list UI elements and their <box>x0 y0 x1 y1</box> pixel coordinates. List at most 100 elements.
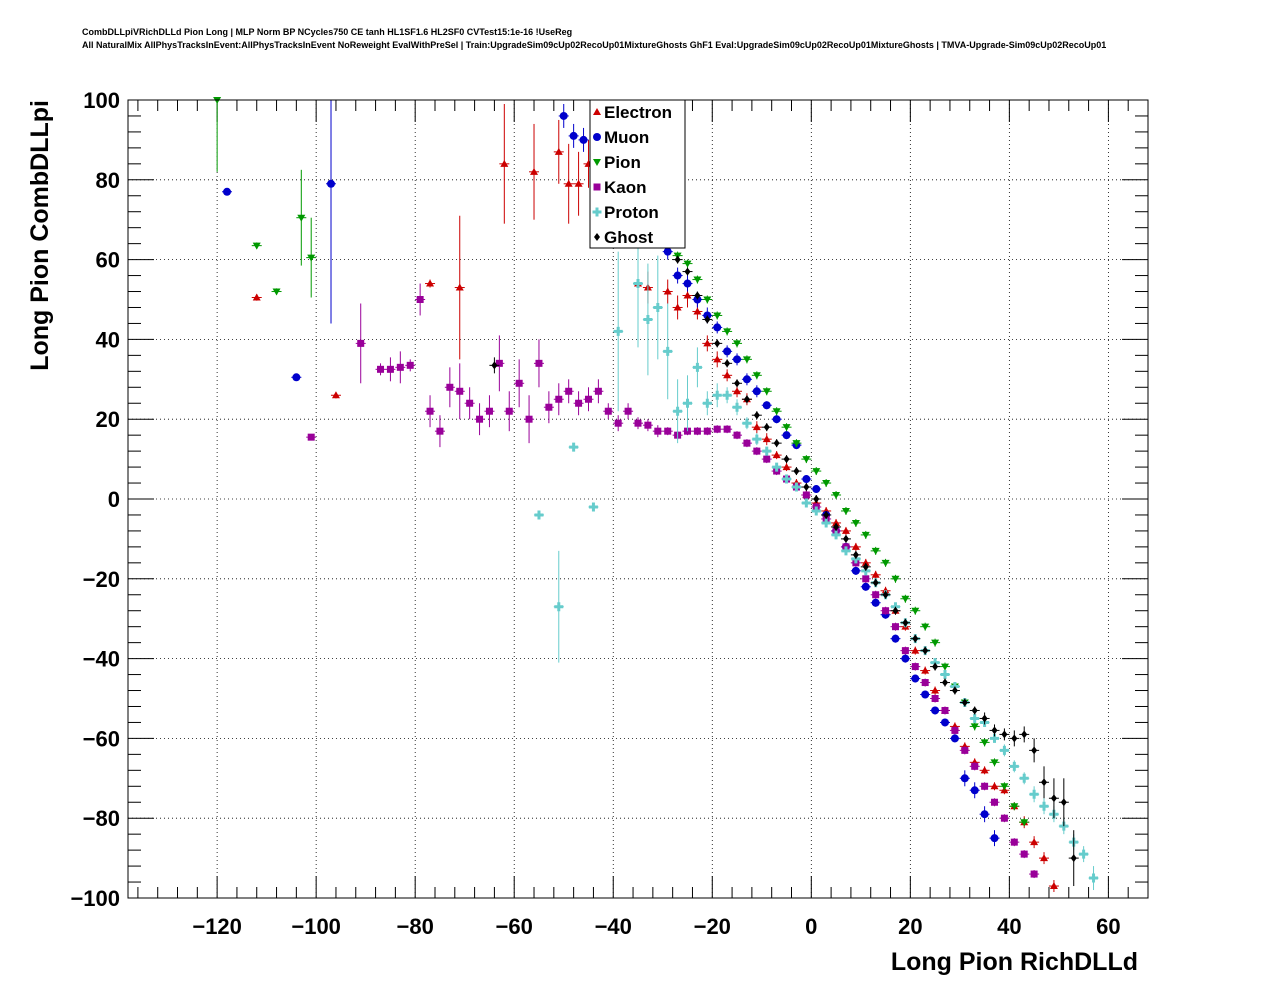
electron-point <box>771 451 782 460</box>
proton-point <box>692 347 703 388</box>
proton-point <box>662 303 673 400</box>
ghost-point <box>890 606 901 615</box>
muon-point <box>222 187 233 196</box>
marker <box>881 559 890 567</box>
marker <box>733 340 742 348</box>
y-tick-labels: −100 −80 −60 −40 −20 0 20 40 60 80 100 <box>70 88 120 911</box>
ghost-point <box>989 724 1000 737</box>
marker <box>604 407 612 415</box>
muon-point <box>969 782 980 799</box>
kaon-point <box>553 383 564 416</box>
electron-point <box>761 433 772 446</box>
marker <box>851 519 860 527</box>
ghost-point <box>1068 830 1079 887</box>
electron-point <box>870 570 881 579</box>
marker <box>911 674 920 683</box>
legend-label: Proton <box>604 203 659 222</box>
muon-point <box>900 654 911 663</box>
ghost-point <box>969 706 980 715</box>
marker <box>763 455 771 463</box>
pion-point <box>979 738 990 747</box>
pion-point <box>271 288 282 296</box>
pion-point <box>722 327 733 336</box>
marker <box>871 598 880 607</box>
legend-item-kaon: Kaon <box>593 178 647 197</box>
marker <box>782 474 792 484</box>
marker <box>1050 794 1057 803</box>
proton-point <box>771 462 782 472</box>
ghost-point <box>741 395 752 404</box>
ghost-point <box>771 439 782 448</box>
kaon-point <box>524 395 535 444</box>
series-ghost <box>489 255 1079 887</box>
kaon-point <box>593 379 604 404</box>
legend-item-pion: Pion <box>593 153 641 172</box>
kaon-point <box>920 678 931 687</box>
pion-point <box>751 371 762 380</box>
ghost-point <box>1058 778 1069 827</box>
marker <box>396 363 404 371</box>
marker <box>673 303 682 311</box>
muon-point <box>722 345 733 358</box>
pion-point <box>860 530 871 539</box>
marker <box>357 339 365 347</box>
marker <box>971 762 979 770</box>
marker <box>569 442 579 452</box>
ghost-point <box>1048 778 1059 819</box>
ghost-point <box>850 550 861 559</box>
ghost-point <box>979 712 990 725</box>
marker <box>1021 730 1028 739</box>
kaon-point <box>880 606 891 615</box>
marker <box>683 279 692 288</box>
muon-point <box>979 806 990 823</box>
pion-point <box>811 467 822 476</box>
muon-point <box>870 598 881 607</box>
marker <box>852 550 859 559</box>
ghost-point <box>682 267 693 276</box>
ghost-point <box>910 634 921 643</box>
pion-point <box>781 423 792 432</box>
muon-point <box>712 321 723 334</box>
muon-point <box>811 485 822 494</box>
pion-point <box>850 518 861 527</box>
kaon-point <box>514 359 525 408</box>
kaon-point <box>870 590 881 599</box>
proton-point <box>1039 798 1050 815</box>
marker <box>762 446 772 456</box>
marker <box>961 746 969 754</box>
marker <box>327 179 336 188</box>
marker <box>733 431 741 439</box>
marker <box>1079 849 1089 859</box>
marker <box>921 690 930 699</box>
y-tick-label: −100 <box>70 886 120 911</box>
electron-point <box>989 782 1000 791</box>
marker <box>485 407 493 415</box>
marker <box>1000 814 1008 822</box>
marker <box>891 634 900 643</box>
marker <box>703 427 711 435</box>
pion-point <box>821 479 832 488</box>
marker <box>565 387 573 395</box>
proton-point <box>939 670 950 680</box>
marker <box>1011 734 1018 743</box>
marker <box>970 723 979 731</box>
kaon-point <box>761 455 772 464</box>
marker <box>569 131 578 140</box>
marker <box>733 387 742 395</box>
kaon-point <box>533 339 544 388</box>
legend-marker <box>594 233 600 241</box>
marker <box>931 639 940 647</box>
muon-point <box>578 127 589 152</box>
muon-point <box>751 385 762 398</box>
y-tick-label: 40 <box>96 327 120 352</box>
legend-marker <box>593 108 601 115</box>
proton-point <box>682 375 693 432</box>
muon-point <box>850 566 861 575</box>
marker <box>426 407 434 415</box>
marker <box>832 518 841 526</box>
kaon-point <box>484 395 495 428</box>
electron-point <box>563 143 574 224</box>
pion-point <box>212 97 223 172</box>
electron-point <box>910 646 921 655</box>
